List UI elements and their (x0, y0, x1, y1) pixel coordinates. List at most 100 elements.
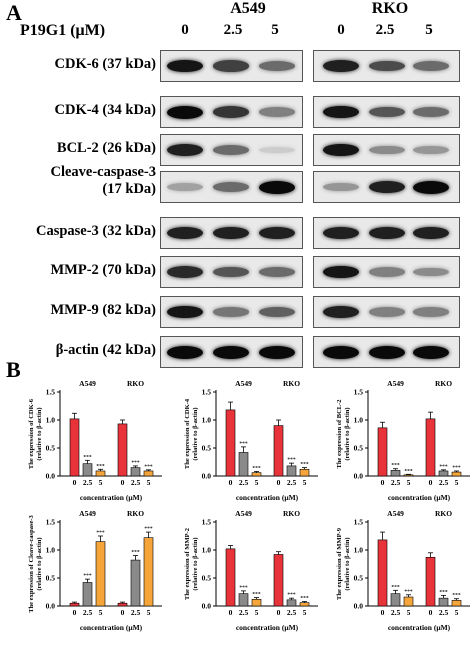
blot-row-label: β-actin (42 kDa) (55, 342, 156, 358)
conc-rko-1: 2.5 (375, 22, 395, 38)
blot-strip-rko (313, 217, 460, 249)
blot-band (413, 180, 449, 194)
blot-row-label: CDK-6 (37 kDa) (54, 56, 157, 72)
blot-band (369, 226, 405, 240)
cell-line-a549-header: A549 (230, 0, 266, 17)
blot-band (413, 226, 449, 240)
x-tick-label: 0 (229, 478, 233, 487)
blot-strip-rko (313, 134, 460, 166)
blot-band (369, 345, 405, 359)
y-tick-label: 1.0 (202, 416, 212, 425)
cell-line-rko-header: RKO (371, 0, 409, 17)
x-tick-label: 2.5 (439, 478, 449, 487)
blot-band (259, 226, 295, 240)
blot-band (323, 182, 359, 192)
x-tick-label: 5 (147, 608, 151, 617)
blot-band (213, 266, 249, 278)
y-axis-label: The expression of CDK-4 (184, 398, 191, 469)
blot-strip-a549 (160, 96, 303, 128)
series-label: A549 (387, 379, 404, 388)
bar (451, 600, 462, 607)
bar (238, 452, 249, 477)
x-tick-label: 0 (73, 608, 77, 617)
x-axis-label: concentration (μM) (236, 623, 299, 632)
y-tick-label: 1.5 (202, 388, 212, 397)
significance-mark: *** (83, 573, 92, 579)
y-axis-label: (relative to β-actin) (36, 537, 43, 590)
bar (143, 537, 154, 607)
panel-a-label: A (6, 0, 22, 25)
x-tick-label: 0 (381, 478, 385, 487)
bar (299, 602, 310, 607)
blot-band (259, 180, 295, 194)
bar (225, 548, 236, 607)
series-label: RKO (435, 379, 452, 388)
conc-a549-2: 5 (271, 22, 279, 38)
significance-mark: *** (300, 462, 309, 468)
bar (82, 582, 93, 607)
significance-mark: *** (391, 584, 400, 590)
blot-band (167, 143, 203, 157)
y-tick-label: 0.0 (354, 602, 364, 611)
blot-strip-a549 (160, 134, 303, 166)
x-tick-label: 2.5 (391, 608, 401, 617)
bar (390, 470, 401, 477)
x-axis-label: concentration (μM) (388, 623, 451, 632)
y-tick-label: 0.0 (354, 472, 364, 481)
y-axis-label: The expression of CDK-6 (28, 398, 35, 469)
series-label: A549 (79, 509, 96, 518)
bar-chart-2: 0.0 0.5 1.0 1.5 The expression of CDK-4 (rela… (184, 379, 318, 502)
series-label: A549 (235, 509, 252, 518)
y-axis-label: The expression of MMP-9 (336, 527, 343, 600)
blot-band (323, 143, 359, 157)
bar (425, 418, 436, 477)
y-axis-label: The expression of MMP-2 (184, 528, 191, 600)
blot-band (323, 305, 359, 319)
y-tick-label: 1.5 (354, 388, 364, 397)
blot-band (167, 59, 203, 73)
blot-strip-rko (313, 256, 460, 288)
x-tick-label: 2.5 (391, 478, 401, 487)
x-tick-label: 5 (407, 608, 411, 617)
y-axis-label: (relative to β-actin) (36, 407, 43, 460)
y-axis-label: (relative to β-actin) (344, 537, 351, 590)
bar (251, 472, 262, 477)
significance-mark: *** (239, 441, 248, 447)
blot-strip-a549 (160, 256, 303, 288)
y-tick-label: 1.0 (46, 416, 56, 425)
significance-mark: *** (452, 465, 461, 471)
blot-band (167, 182, 203, 192)
bar (403, 596, 414, 607)
x-tick-label: 2.5 (239, 608, 249, 617)
x-tick-label: 2.5 (239, 478, 249, 487)
significance-mark: *** (252, 466, 261, 472)
blot-row-label: Caspase-3 (32 kDa) (35, 223, 156, 239)
conc-rko-0: 0 (337, 22, 345, 38)
significance-mark: *** (391, 463, 400, 469)
blot-band (167, 345, 203, 359)
series-label: RKO (283, 379, 300, 388)
x-tick-label: 2.5 (83, 478, 93, 487)
x-tick-label: 2.5 (287, 478, 297, 487)
x-tick-label: 2.5 (439, 608, 449, 617)
conc-a549-1: 2.5 (223, 22, 243, 38)
bar (130, 559, 141, 607)
blot-band (213, 106, 249, 118)
significance-mark: *** (287, 592, 296, 598)
x-tick-label: 0 (381, 608, 385, 617)
blot-band (213, 60, 249, 72)
x-tick-label: 0 (121, 478, 125, 487)
y-tick-label: 0.0 (202, 472, 212, 481)
significance-mark: *** (300, 596, 309, 602)
bar (403, 474, 414, 477)
y-tick-label: 1.5 (202, 518, 212, 527)
blot-band (167, 266, 203, 278)
blot-band (259, 345, 295, 359)
bar (95, 541, 106, 607)
blot-band (259, 107, 295, 117)
y-axis-label: The expression of BCL-2 (336, 399, 343, 468)
blot-band (413, 307, 449, 317)
x-axis-label: concentration (μM) (388, 493, 451, 502)
panel-b-label: B (6, 357, 21, 382)
blot-band (167, 226, 203, 240)
